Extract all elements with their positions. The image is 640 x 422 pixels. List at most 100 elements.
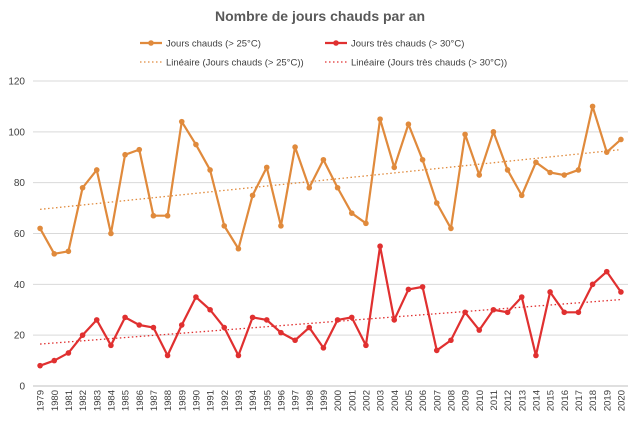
data-point [589, 103, 596, 110]
data-point [433, 347, 440, 354]
legend: Jours chauds (> 25°C) Jours très chauds (… [140, 39, 507, 69]
data-point [547, 289, 553, 295]
data-point [249, 192, 256, 199]
x-tick-label: 2014 [531, 390, 542, 411]
y-tick-label: 120 [8, 77, 25, 88]
data-point [150, 324, 157, 331]
series-2 [37, 243, 624, 369]
x-tick-label: 1998 [305, 390, 316, 411]
x-tick-label: 2004 [390, 390, 401, 411]
series-1 [37, 103, 624, 257]
x-tick-label: 2006 [418, 390, 429, 411]
data-point [263, 317, 270, 323]
y-tick-label: 40 [14, 280, 26, 291]
x-tick-label: 2005 [404, 390, 415, 411]
data-point [334, 184, 341, 191]
data-point [575, 167, 582, 173]
x-tick-label: 1994 [248, 390, 259, 411]
data-point [164, 212, 171, 219]
data-point [476, 327, 483, 333]
data-point [263, 164, 270, 171]
x-tick-label: 1997 [291, 390, 302, 411]
data-point [547, 169, 553, 176]
data-point [51, 357, 58, 364]
data-point [306, 184, 313, 191]
legend-marker [148, 40, 154, 46]
data-point [476, 172, 483, 178]
x-tick-label: 1999 [319, 390, 330, 411]
data-point [249, 314, 256, 321]
data-point [348, 210, 355, 216]
y-axis-ticks: 0 20 40 60 80 100 120 [8, 77, 25, 393]
y-tick-label: 80 [14, 178, 26, 189]
series-line-1 [39, 105, 622, 255]
x-tick-label: 2008 [446, 390, 457, 411]
data-point [93, 167, 100, 173]
data-point [348, 314, 355, 321]
data-point [93, 317, 100, 323]
x-tick-label: 2020 [616, 390, 627, 411]
data-point [79, 332, 86, 338]
x-tick-label: 1985 [121, 390, 132, 411]
data-point [235, 352, 242, 359]
data-point [136, 146, 143, 153]
data-point [193, 294, 199, 300]
data-point [405, 121, 412, 128]
data-point [334, 317, 341, 323]
data-point [533, 352, 539, 359]
data-point [575, 309, 582, 316]
data-point [603, 268, 610, 275]
x-tick-label: 2007 [432, 390, 443, 411]
data-point [65, 350, 72, 356]
data-point [363, 342, 369, 349]
x-tick-label: 2012 [503, 390, 514, 411]
data-point [589, 281, 596, 288]
x-tick-label: 2013 [517, 390, 528, 411]
data-point [37, 225, 43, 232]
data-point [603, 149, 610, 155]
legend-item-2: Jours très chauds (> 30°C) [325, 39, 464, 50]
legend-label: Linéaire (Jours chauds (> 25°C)) [166, 58, 304, 69]
data-point [136, 322, 143, 328]
chart-title: Nombre de jours chauds par an [214, 8, 426, 24]
x-tick-label: 2000 [333, 390, 344, 411]
x-tick-label: 1993 [234, 390, 245, 411]
x-tick-label: 1983 [92, 390, 103, 411]
data-point [490, 129, 497, 135]
x-tick-label: 1981 [64, 390, 75, 411]
legend-item-1: Jours chauds (> 25°C) [140, 39, 261, 50]
data-point [150, 212, 157, 219]
data-point [448, 337, 454, 344]
data-point [391, 317, 398, 323]
data-point [618, 289, 624, 295]
x-tick-label: 1982 [78, 390, 89, 411]
data-point [363, 220, 369, 227]
data-point [292, 144, 298, 150]
x-tick-label: 1991 [206, 390, 217, 411]
x-tick-label: 1996 [276, 390, 287, 411]
data-point [51, 251, 58, 257]
legend-item-4: Linéaire (Jours très chauds (> 30°C)) [325, 58, 507, 69]
x-tick-label: 1984 [106, 390, 117, 411]
data-point [108, 342, 114, 349]
data-point [122, 151, 128, 158]
data-point [278, 223, 284, 229]
data-point [221, 324, 228, 331]
x-tick-label: 1989 [177, 390, 188, 411]
data-point [518, 294, 525, 300]
x-axis-ticks: 1979 1980 1981 1982 1983 1984 1985 1986 1987 1988… [36, 390, 628, 411]
data-point [292, 337, 298, 344]
data-point [419, 156, 426, 163]
series-lines [37, 103, 624, 369]
data-point [278, 329, 284, 336]
data-point [561, 309, 568, 316]
x-tick-label: 1987 [149, 390, 160, 411]
data-point [108, 230, 114, 237]
data-point [178, 322, 185, 328]
x-tick-label: 1979 [36, 390, 47, 411]
y-tick-label: 20 [14, 331, 26, 342]
data-point [207, 167, 213, 173]
data-point [377, 243, 383, 250]
data-point [79, 184, 86, 191]
